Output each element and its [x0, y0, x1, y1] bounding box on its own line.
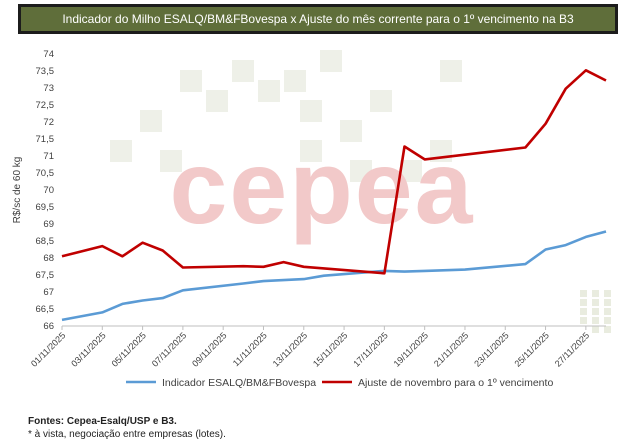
- background-dot: [580, 290, 587, 297]
- legend-label-1: Indicador ESALQ/BM&FBovespa: [162, 377, 316, 389]
- background-square: [400, 160, 422, 182]
- y-tick-label: 67: [43, 287, 54, 298]
- watermark-text: cepea: [170, 130, 475, 246]
- x-tick-label: 07/11/2025: [150, 330, 188, 368]
- y-tick-label: 73,5: [36, 66, 55, 77]
- background-dot: [580, 308, 587, 315]
- y-tick-label: 68: [43, 253, 54, 264]
- background-square: [180, 70, 202, 92]
- line-chart: cepea 66 66,5 67 67,5 68 68,5 69 69,5 70 70,5 71 71,…: [12, 49, 611, 389]
- x-tick-label: 15/11/2025: [311, 330, 349, 368]
- background-dot: [580, 317, 587, 324]
- y-tick-label: 66: [43, 321, 54, 332]
- y-tick-label: 71: [43, 151, 54, 162]
- y-tick-label: 73: [43, 83, 54, 94]
- x-tick-label: 25/11/2025: [513, 330, 551, 368]
- footnote-text: * à vista, negociação entre empresas (lo…: [28, 429, 226, 440]
- background-dot: [580, 299, 587, 306]
- x-tick-label: 03/11/2025: [69, 330, 107, 368]
- background-square: [232, 60, 254, 82]
- x-tick-label: 27/11/2025: [553, 330, 591, 368]
- background-square: [300, 140, 322, 162]
- x-tick-label: 09/11/2025: [190, 330, 228, 368]
- x-tick-label: 23/11/2025: [472, 330, 510, 368]
- series-line-2: [61, 68, 607, 275]
- y-tick-label: 69: [43, 219, 54, 230]
- y-tick-label: 69,5: [36, 202, 55, 213]
- x-tick-label: 17/11/2025: [351, 330, 389, 368]
- background-dot: [592, 290, 599, 297]
- background-square: [370, 90, 392, 112]
- background-dot: [604, 317, 611, 324]
- x-tick-label: 21/11/2025: [432, 330, 470, 368]
- background-square: [320, 50, 342, 72]
- background-square: [300, 100, 322, 122]
- background-dot: [604, 299, 611, 306]
- series-line-1: [61, 230, 607, 322]
- x-tick-label: 19/11/2025: [392, 330, 430, 368]
- background-square: [206, 90, 228, 112]
- sources-text: Fontes: Cepea-Esalq/USP e B3.: [28, 416, 177, 427]
- y-tick-label: 70: [43, 185, 54, 196]
- y-tick-label: 72: [43, 117, 54, 128]
- y-tick-label: 71,5: [36, 134, 55, 145]
- background-square: [258, 80, 280, 102]
- y-axis-label: R$/sc de 60 kg: [12, 157, 23, 224]
- x-tick-label: 05/11/2025: [110, 330, 148, 368]
- background-square: [160, 150, 182, 172]
- background-dot: [592, 299, 599, 306]
- background-square: [440, 60, 462, 82]
- y-tick-label: 67,5: [36, 270, 55, 281]
- x-tick-label: 01/11/2025: [29, 330, 67, 368]
- y-tick-label: 66,5: [36, 304, 55, 315]
- background-square: [284, 70, 306, 92]
- background-dot: [604, 308, 611, 315]
- background-square: [350, 160, 372, 182]
- background-dot: [592, 326, 599, 333]
- background-dot: [604, 326, 611, 333]
- legend-label-2: Ajuste de novembro para o 1º vencimento: [358, 377, 553, 389]
- background-square: [110, 140, 132, 162]
- y-tick-label: 74: [43, 49, 54, 60]
- background-square: [140, 110, 162, 132]
- x-tick-label: 13/11/2025: [271, 330, 309, 368]
- chart-title: Indicador do Milho ESALQ/BM&FBovespa x A…: [18, 4, 618, 34]
- y-tick-label: 70,5: [36, 168, 55, 179]
- x-tick-label: 11/11/2025: [231, 330, 269, 368]
- y-tick-label: 68,5: [36, 236, 55, 247]
- chart-area: cepea 66 66,5 67 67,5 68 68,5 69 69,5 70 70,5 71 71,…: [0, 40, 642, 400]
- background-dot: [592, 308, 599, 315]
- background-square: [340, 120, 362, 142]
- background-dot: [604, 290, 611, 297]
- background-dot: [592, 317, 599, 324]
- y-tick-label: 72,5: [36, 100, 55, 111]
